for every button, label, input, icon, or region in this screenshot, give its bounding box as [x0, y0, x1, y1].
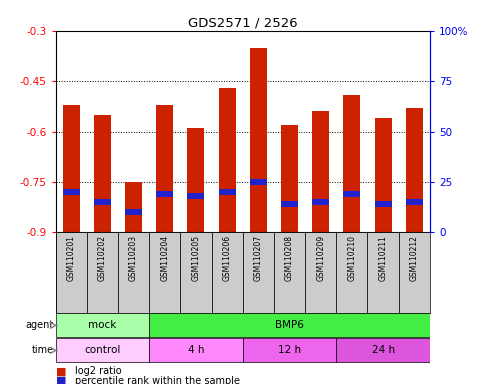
Text: percentile rank within the sample: percentile rank within the sample	[75, 376, 240, 384]
Bar	[212, 232, 242, 313]
Bar	[125, 209, 142, 215]
Text: GSM110209: GSM110209	[316, 235, 325, 281]
Bar	[149, 232, 180, 313]
Text: GSM110204: GSM110204	[160, 235, 169, 281]
Text: GSM110207: GSM110207	[254, 235, 263, 281]
Bar	[336, 338, 430, 362]
Bar	[118, 232, 149, 313]
Bar	[187, 193, 204, 199]
Bar	[281, 125, 298, 232]
Text: GSM110211: GSM110211	[379, 235, 387, 281]
Bar	[156, 191, 173, 197]
Text: GSM110206: GSM110206	[223, 235, 232, 281]
Bar	[242, 338, 336, 362]
Bar	[312, 199, 329, 205]
Bar	[368, 232, 398, 313]
Bar	[63, 189, 80, 195]
Bar	[374, 118, 392, 232]
Text: GSM110212: GSM110212	[410, 235, 419, 281]
Bar	[218, 88, 236, 232]
Bar	[242, 232, 274, 313]
Text: control: control	[84, 345, 121, 356]
Bar	[406, 199, 423, 205]
Text: log2 ratio: log2 ratio	[75, 366, 122, 376]
Text: GSM110203: GSM110203	[129, 235, 138, 281]
Bar	[305, 232, 336, 313]
Bar	[374, 201, 392, 207]
Bar	[56, 313, 149, 338]
Bar	[87, 232, 118, 313]
Bar	[274, 232, 305, 313]
Bar	[94, 199, 111, 205]
Bar	[125, 182, 142, 232]
Bar	[218, 189, 236, 195]
Bar	[343, 191, 360, 197]
Text: 24 h: 24 h	[371, 345, 395, 356]
Bar	[56, 338, 149, 362]
Bar	[343, 94, 360, 232]
Title: GDS2571 / 2526: GDS2571 / 2526	[188, 17, 298, 30]
Bar	[56, 232, 87, 313]
Text: GSM110208: GSM110208	[285, 235, 294, 281]
Text: ■: ■	[56, 366, 66, 376]
Bar	[281, 201, 298, 207]
Text: agent: agent	[26, 320, 54, 331]
Bar	[187, 128, 204, 232]
Text: 12 h: 12 h	[278, 345, 301, 356]
Text: mock: mock	[88, 320, 116, 331]
Bar	[336, 232, 368, 313]
Text: 4 h: 4 h	[188, 345, 204, 356]
Text: GSM110210: GSM110210	[347, 235, 356, 281]
Bar	[180, 232, 212, 313]
Bar	[406, 108, 423, 232]
Text: time: time	[32, 345, 54, 356]
Bar	[398, 232, 430, 313]
Bar	[312, 111, 329, 232]
Bar	[63, 104, 80, 232]
Text: GSM110201: GSM110201	[67, 235, 76, 281]
Text: ■: ■	[56, 376, 66, 384]
Text: BMP6: BMP6	[275, 320, 304, 331]
Text: GSM110202: GSM110202	[98, 235, 107, 281]
Bar	[149, 338, 242, 362]
Bar	[94, 115, 111, 232]
Bar	[250, 48, 267, 232]
Bar	[250, 179, 267, 185]
Text: GSM110205: GSM110205	[191, 235, 200, 281]
Bar	[149, 313, 430, 338]
Bar	[156, 104, 173, 232]
